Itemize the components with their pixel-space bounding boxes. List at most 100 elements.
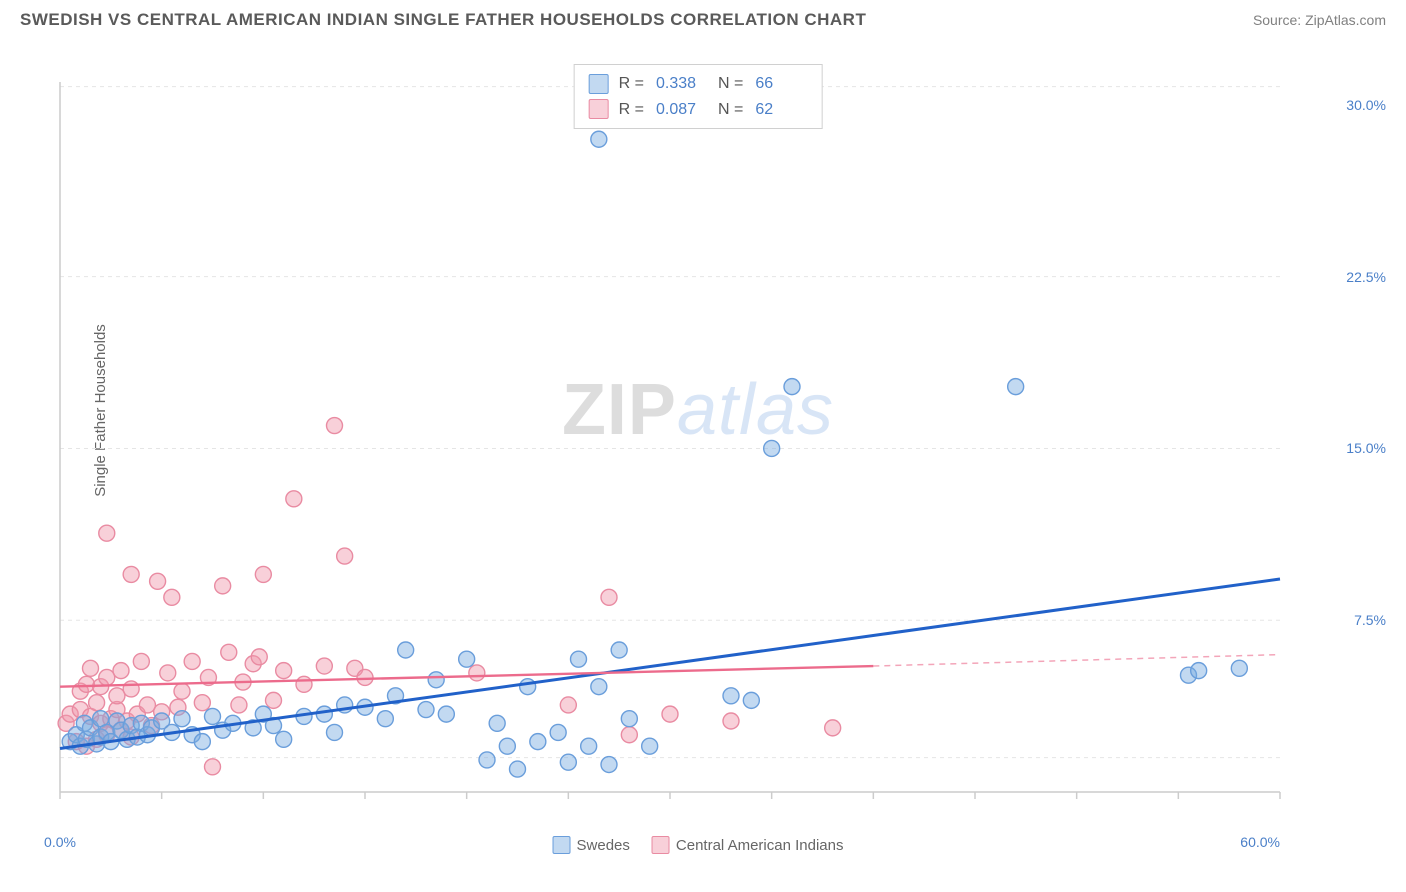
scatter-point-central_american_indians: [150, 573, 166, 589]
scatter-point-swedes: [784, 379, 800, 395]
scatter-point-swedes: [743, 692, 759, 708]
scatter-point-swedes: [428, 672, 444, 688]
scatter-point-central_american_indians: [109, 688, 125, 704]
stats-r-label: R =: [619, 71, 644, 97]
x-tick-label: 60.0%: [1240, 834, 1280, 850]
scatter-point-swedes: [520, 679, 536, 695]
scatter-point-swedes: [621, 711, 637, 727]
scatter-point-swedes: [377, 711, 393, 727]
scatter-point-swedes: [764, 440, 780, 456]
scatter-point-central_american_indians: [276, 663, 292, 679]
scatter-point-central_american_indians: [83, 660, 99, 676]
scatter-point-swedes: [316, 706, 332, 722]
scatter-point-central_american_indians: [601, 589, 617, 605]
stats-row-swedes: R =0.338N =66: [589, 71, 808, 97]
legend-item-swedes: Swedes: [553, 836, 630, 854]
scatter-point-central_american_indians: [337, 548, 353, 564]
legend-label: Swedes: [577, 837, 630, 854]
scatter-point-swedes: [418, 702, 434, 718]
scatter-point-central_american_indians: [469, 665, 485, 681]
scatter-point-swedes: [276, 731, 292, 747]
scatter-point-swedes: [327, 724, 343, 740]
legend-swatch: [652, 836, 670, 854]
legend-label: Central American Indians: [676, 837, 844, 854]
stats-r-value: 0.087: [656, 97, 708, 123]
scatter-point-swedes: [1008, 379, 1024, 395]
scatter-point-swedes: [194, 734, 210, 750]
scatter-point-central_american_indians: [357, 669, 373, 685]
legend-swatch: [553, 836, 571, 854]
stats-swatch: [589, 99, 609, 119]
stats-box: R = 0.338 N = 66R = 0.087 N = 62: [574, 64, 823, 129]
scatter-point-swedes: [723, 688, 739, 704]
scatter-point-swedes: [571, 651, 587, 667]
scatter-point-swedes: [581, 738, 597, 754]
scatter-point-swedes: [560, 754, 576, 770]
stats-r-label: R =: [619, 97, 644, 123]
scatter-point-central_american_indians: [89, 695, 105, 711]
scatter-point-swedes: [1231, 660, 1247, 676]
scatter-point-central_american_indians: [621, 727, 637, 743]
regression-ext-central_american_indians: [873, 655, 1280, 666]
scatter-plot: ZIPatlas R =0.338N =66R =0.087N =62 7.5%…: [60, 72, 1336, 822]
regression-line-central_american_indians: [60, 666, 873, 687]
scatter-point-swedes: [642, 738, 658, 754]
scatter-point-central_american_indians: [662, 706, 678, 722]
scatter-point-swedes: [205, 708, 221, 724]
stats-n-label: N =: [718, 97, 743, 123]
scatter-point-swedes: [601, 757, 617, 773]
scatter-point-swedes: [611, 642, 627, 658]
scatter-point-swedes: [591, 131, 607, 147]
x-tick-label: 0.0%: [44, 834, 76, 850]
scatter-point-central_american_indians: [723, 713, 739, 729]
scatter-point-central_american_indians: [266, 692, 282, 708]
scatter-point-central_american_indians: [825, 720, 841, 736]
stats-n-value: 62: [755, 97, 807, 123]
scatter-point-central_american_indians: [231, 697, 247, 713]
scatter-point-swedes: [489, 715, 505, 731]
scatter-point-swedes: [479, 752, 495, 768]
scatter-point-central_american_indians: [133, 653, 149, 669]
legend: Swedes Central American Indians: [553, 836, 844, 854]
scatter-point-central_american_indians: [221, 644, 237, 660]
scatter-point-central_american_indians: [194, 695, 210, 711]
stats-n-value: 66: [755, 71, 807, 97]
scatter-point-central_american_indians: [160, 665, 176, 681]
source-label: Source:: [1253, 12, 1305, 28]
stats-row-central_american_indians: R = 0.087 N = 62: [589, 97, 808, 123]
y-tick-label: 22.5%: [1346, 269, 1386, 285]
scatter-point-swedes: [510, 761, 526, 777]
scatter-point-swedes: [1191, 663, 1207, 679]
source-value: ZipAtlas.com: [1305, 12, 1386, 28]
scatter-point-central_american_indians: [286, 491, 302, 507]
scatter-point-swedes: [174, 711, 190, 727]
y-tick-label: 7.5%: [1354, 612, 1386, 628]
scatter-point-central_american_indians: [139, 697, 155, 713]
y-tick-label: 15.0%: [1346, 440, 1386, 456]
scatter-point-swedes: [438, 706, 454, 722]
scatter-point-swedes: [530, 734, 546, 750]
scatter-point-central_american_indians: [215, 578, 231, 594]
scatter-point-central_american_indians: [184, 653, 200, 669]
scatter-point-central_american_indians: [99, 525, 115, 541]
scatter-point-central_american_indians: [174, 683, 190, 699]
scatter-point-central_american_indians: [123, 681, 139, 697]
scatter-point-central_american_indians: [316, 658, 332, 674]
scatter-point-swedes: [499, 738, 515, 754]
scatter-point-central_american_indians: [251, 649, 267, 665]
scatter-point-central_american_indians: [327, 418, 343, 434]
scatter-point-swedes: [550, 724, 566, 740]
plot-svg: [60, 72, 1336, 822]
scatter-point-central_american_indians: [164, 589, 180, 605]
regression-line-swedes: [60, 579, 1280, 748]
chart-header: SWEDISH VS CENTRAL AMERICAN INDIAN SINGL…: [0, 0, 1406, 38]
scatter-point-central_american_indians: [205, 759, 221, 775]
stats-r-value: 0.338: [656, 71, 708, 97]
chart-title: SWEDISH VS CENTRAL AMERICAN INDIAN SINGL…: [20, 10, 866, 30]
legend-item-central_american_indians: Central American Indians: [652, 836, 844, 854]
scatter-point-central_american_indians: [113, 663, 129, 679]
y-tick-label: 30.0%: [1346, 97, 1386, 113]
scatter-point-central_american_indians: [560, 697, 576, 713]
source-attribution: Source: ZipAtlas.com: [1253, 12, 1386, 28]
chart-area: Single Father Households ZIPatlas R =0.3…: [50, 52, 1346, 822]
